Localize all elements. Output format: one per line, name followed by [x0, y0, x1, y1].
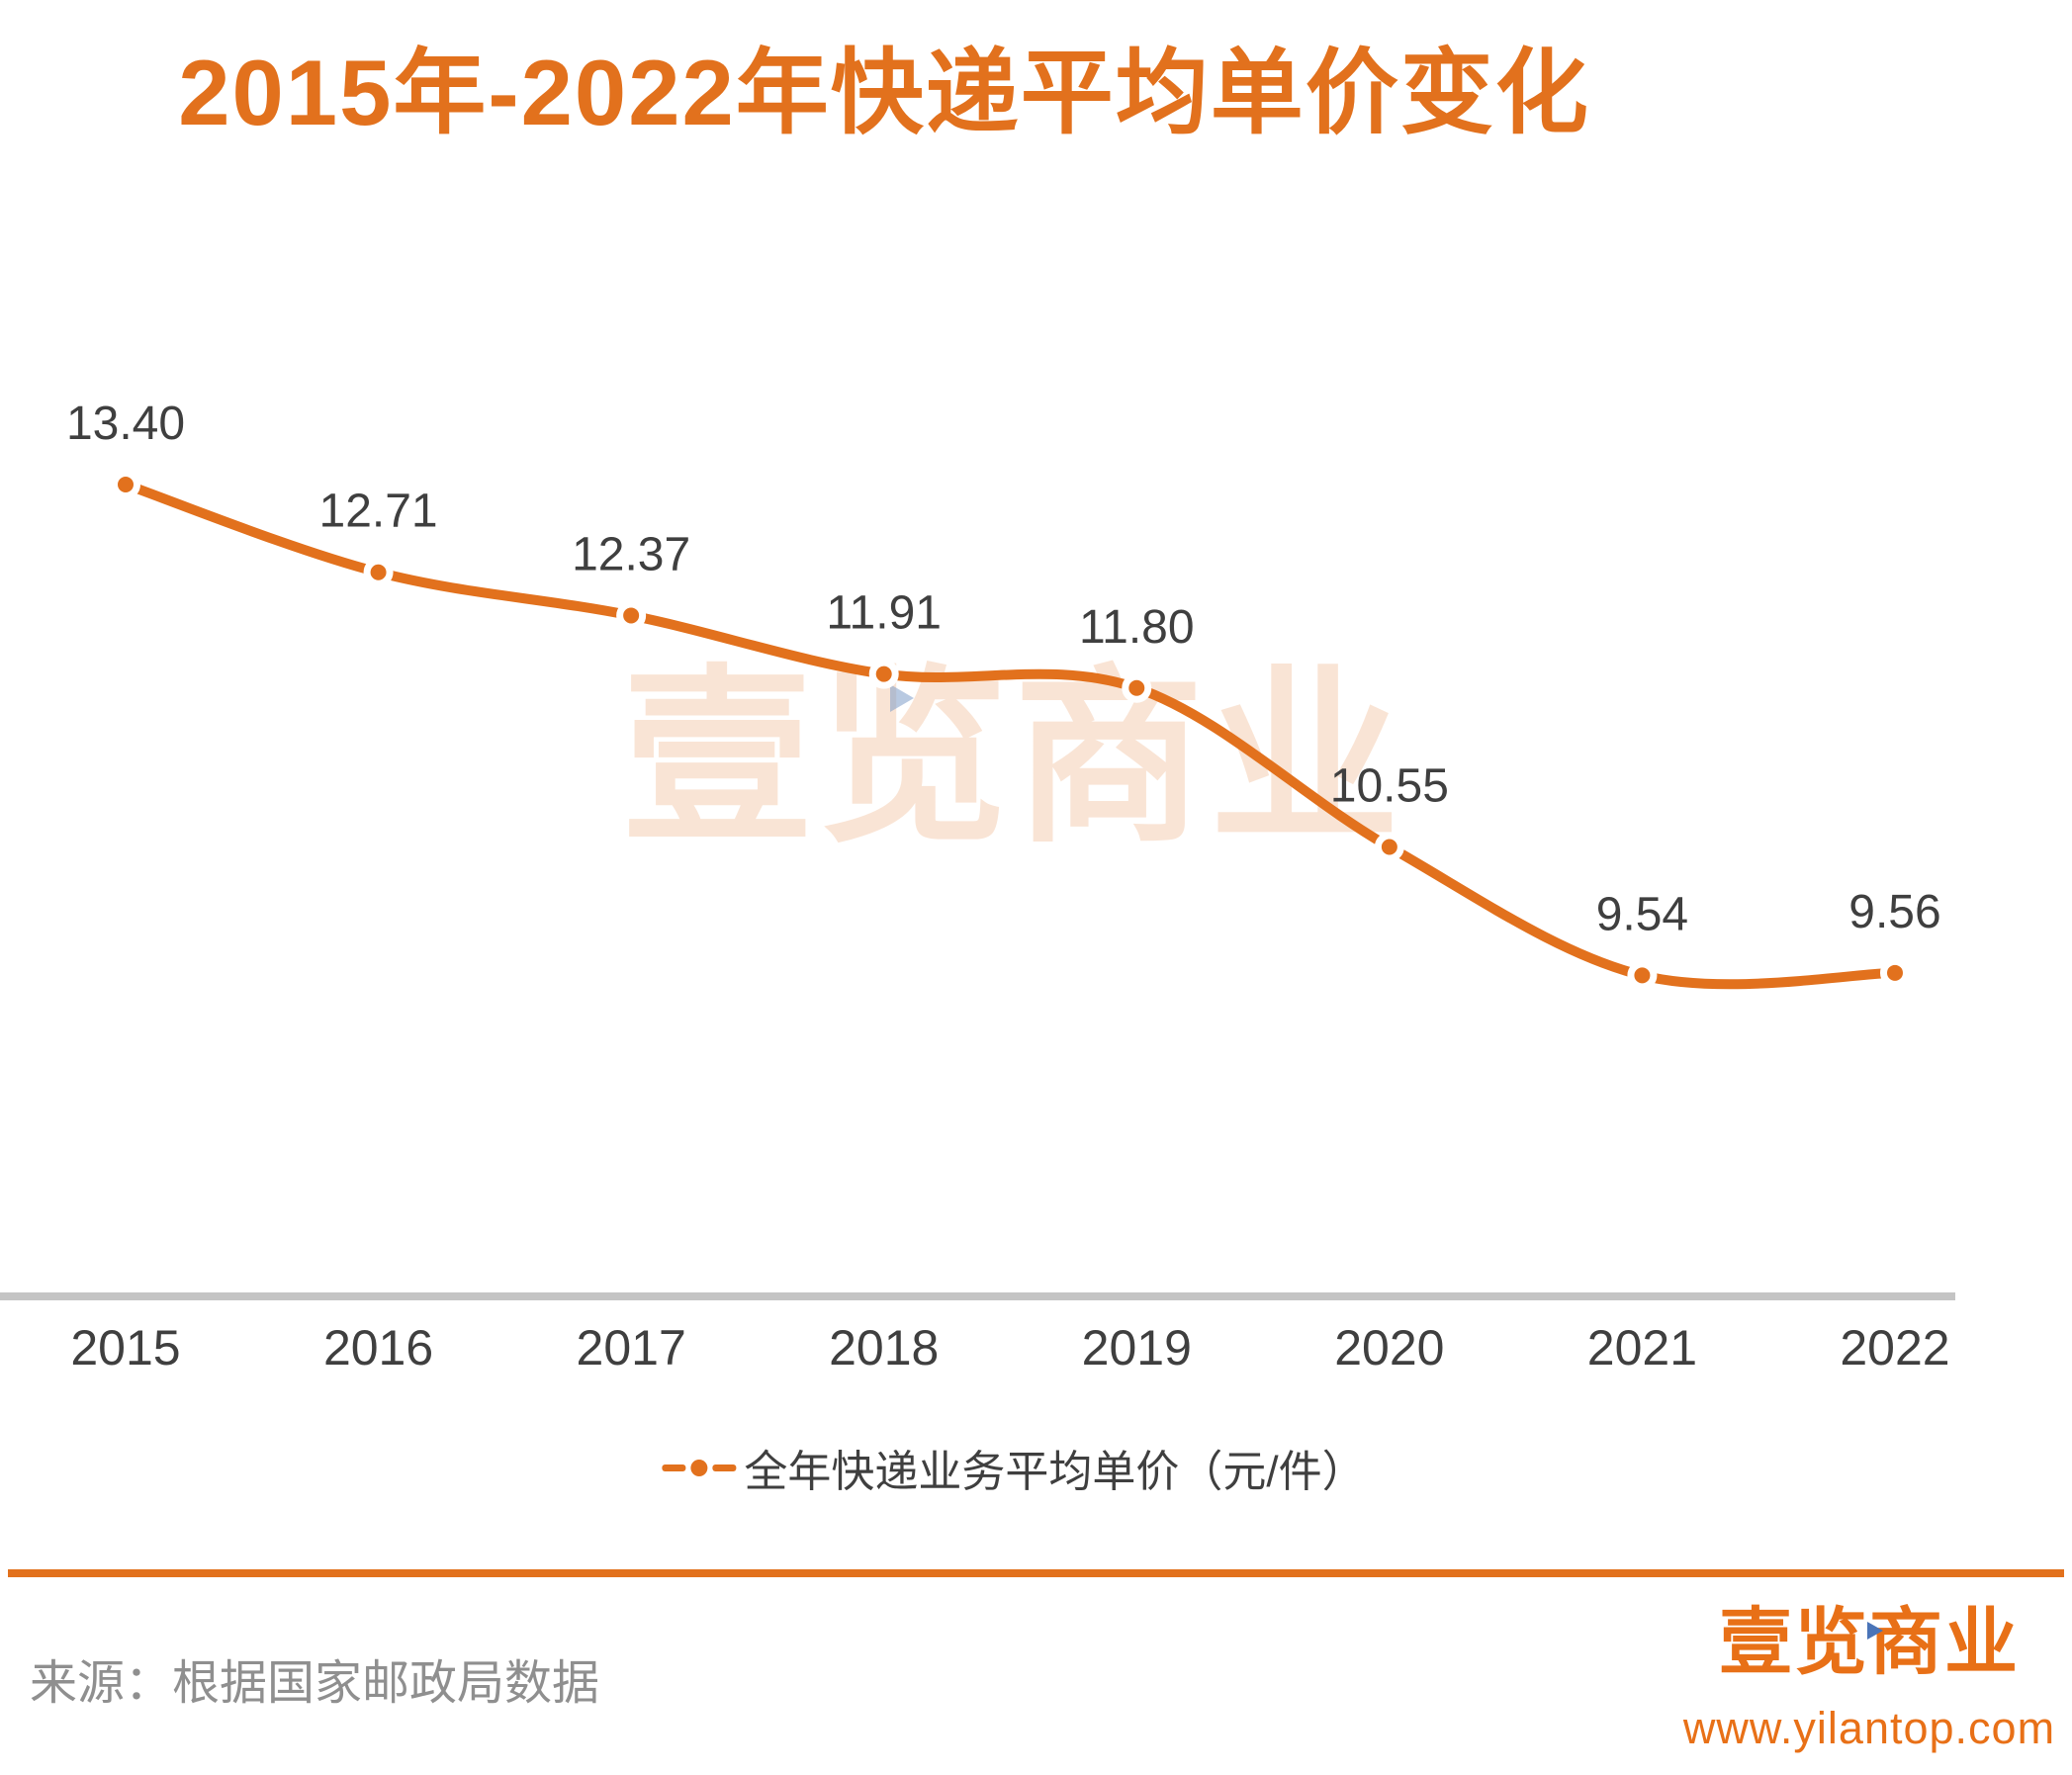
- brand-url: www.yilantop.com: [1682, 1703, 2056, 1753]
- brand-block: 壹览商业 www.yilantop.com: [1681, 1600, 2057, 1754]
- source-note: 来源：根据国家邮政局数据: [30, 1657, 600, 1710]
- x-axis-line: [0, 1292, 1955, 1300]
- x-axis-tick-label: 2022: [1840, 1320, 1949, 1376]
- x-axis-tick-label: 2015: [70, 1320, 180, 1376]
- data-point: [1122, 672, 1152, 703]
- data-label: 9.56: [1848, 886, 1940, 938]
- line-series: [121, 480, 1900, 990]
- line-chart: 13.40 12.71 12.37 11.91 11.80 10.55 9.54 9.56 20…: [0, 398, 1955, 1376]
- watermark: 壹览商业: [622, 652, 1405, 864]
- legend: 全年快递业务平均单价（元/件）: [662, 1436, 1366, 1499]
- data-label: 11.80: [1079, 601, 1195, 654]
- x-axis-tick-label: 2017: [577, 1320, 686, 1376]
- x-axis-tick-label: 2018: [829, 1320, 939, 1376]
- data-label: 11.91: [826, 587, 942, 640]
- data-label: 13.40: [66, 398, 185, 450]
- legend-label: 全年快递业务平均单价（元/件）: [744, 1448, 1366, 1496]
- data-label: 12.71: [319, 486, 438, 538]
- x-axis-tick-label: 2019: [1082, 1320, 1192, 1376]
- data-label: 12.37: [572, 528, 690, 580]
- data-point: [1374, 832, 1404, 862]
- data-label: 9.54: [1596, 888, 1688, 940]
- data-point: [1627, 960, 1658, 991]
- data-point: [1879, 957, 1910, 988]
- legend-dot-icon: [690, 1459, 708, 1476]
- x-axis-tick-label: 2021: [1587, 1320, 1697, 1376]
- data-point: [111, 470, 140, 499]
- data-point: [868, 659, 899, 689]
- chart-title: 2015年-2022年快递平均单价变化: [178, 41, 1590, 144]
- legend-dash-icon: [662, 1464, 686, 1471]
- legend-dash-icon: [712, 1464, 737, 1471]
- brand-logo: 壹览商业: [1719, 1601, 2020, 1683]
- legend-line-marker-icon: [662, 1459, 737, 1476]
- footer-divider: [8, 1569, 2064, 1577]
- watermark-play-triangle-icon: [890, 684, 914, 712]
- x-axis-tick-label: 2020: [1334, 1320, 1444, 1376]
- brand-logo-triangle-icon: [1867, 1622, 1883, 1640]
- data-point: [363, 557, 394, 587]
- data-label: 10.55: [1330, 760, 1449, 813]
- data-point: [616, 600, 647, 631]
- x-axis-tick-label: 2016: [323, 1320, 433, 1376]
